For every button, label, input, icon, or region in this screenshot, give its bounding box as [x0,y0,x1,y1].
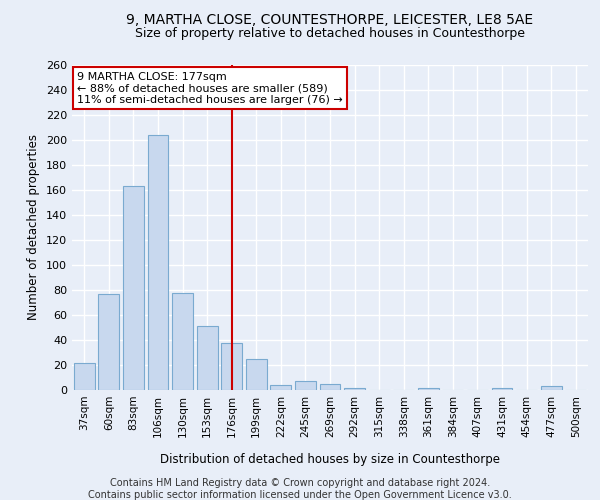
Bar [541,386,562,390]
Bar [418,388,439,390]
Text: Distribution of detached houses by size in Countesthorpe: Distribution of detached houses by size … [160,452,500,466]
Bar [98,294,119,390]
Bar [172,292,193,390]
Bar [197,326,218,390]
Text: 9, MARTHA CLOSE, COUNTESTHORPE, LEICESTER, LE8 5AE: 9, MARTHA CLOSE, COUNTESTHORPE, LEICESTE… [127,12,533,26]
Bar [74,362,95,390]
Bar [221,342,242,390]
Bar [148,135,169,390]
Bar [344,388,365,390]
Bar [123,186,144,390]
Text: 9 MARTHA CLOSE: 177sqm
← 88% of detached houses are smaller (589)
11% of semi-de: 9 MARTHA CLOSE: 177sqm ← 88% of detached… [77,72,343,104]
Bar [271,385,292,390]
Text: Size of property relative to detached houses in Countesthorpe: Size of property relative to detached ho… [135,28,525,40]
Text: Contains HM Land Registry data © Crown copyright and database right 2024.: Contains HM Land Registry data © Crown c… [110,478,490,488]
Bar [320,384,340,390]
Text: Contains public sector information licensed under the Open Government Licence v3: Contains public sector information licen… [88,490,512,500]
Bar [295,381,316,390]
Bar [491,388,512,390]
Bar [246,359,267,390]
Y-axis label: Number of detached properties: Number of detached properties [28,134,40,320]
